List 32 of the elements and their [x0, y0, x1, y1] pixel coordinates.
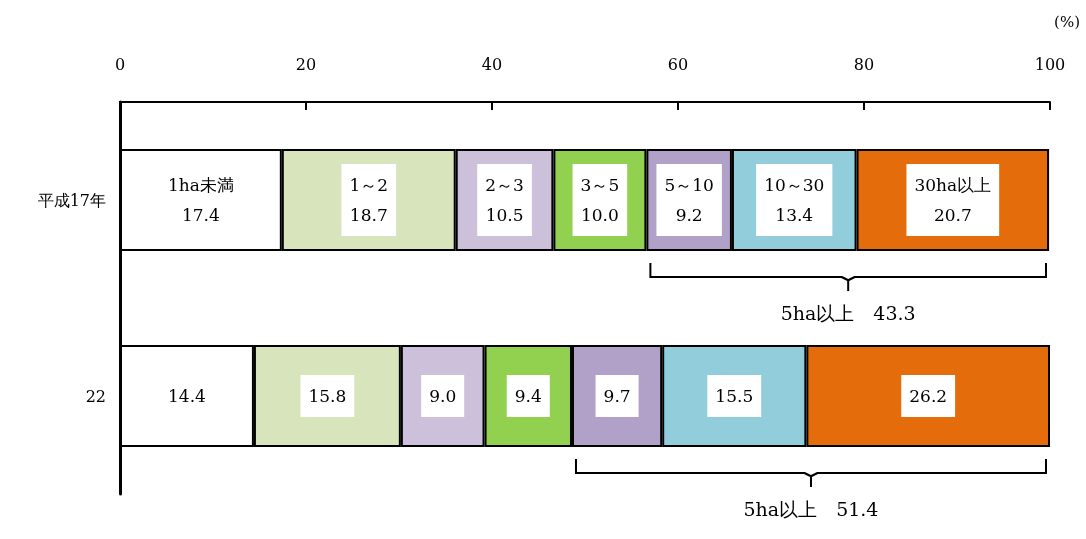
data-label: 18.7 — [349, 205, 388, 225]
data-label: 9.2 — [675, 205, 703, 225]
data-label: 9.7 — [603, 386, 631, 406]
y-tick-label: 22 — [85, 386, 106, 406]
text: 5ha以上 51.4 — [743, 497, 879, 520]
x-tick-label: 80 — [853, 54, 875, 74]
data-label: 26.2 — [909, 386, 948, 406]
series-label: 2～3 — [485, 175, 524, 195]
y-tick-label: 平成17年 — [37, 190, 106, 210]
annotation: 5ha以上 43.3 — [780, 301, 916, 324]
data-label: 20.7 — [933, 205, 972, 225]
series-label: 1ha未満 — [167, 175, 234, 195]
data-label: 10.5 — [485, 205, 524, 225]
data-label: 9.4 — [514, 386, 542, 406]
x-tick-label: 20 — [295, 54, 317, 74]
x-axis-title: (%) — [1054, 12, 1081, 31]
data-label: 15.8 — [308, 386, 347, 406]
x-tick-label: 0 — [114, 54, 126, 74]
data-label: 17.4 — [181, 205, 220, 225]
data-label: 15.5 — [715, 386, 754, 406]
data-label: 13.4 — [775, 205, 814, 225]
x-tick-label: 100 — [1034, 54, 1066, 74]
data-label: 14.4 — [168, 386, 206, 406]
series-label: 3～5 — [580, 175, 620, 195]
x-tick-label: 60 — [667, 54, 689, 74]
data-label: 9.0 — [429, 386, 457, 406]
series-label: 10～30 — [764, 175, 825, 195]
series-label: 5～10 — [664, 175, 714, 195]
series-label: 30ha以上 — [914, 175, 992, 195]
series-label: 1～2 — [349, 175, 389, 195]
x-tick-label: 40 — [481, 54, 503, 74]
data-label: 10.0 — [580, 205, 619, 225]
